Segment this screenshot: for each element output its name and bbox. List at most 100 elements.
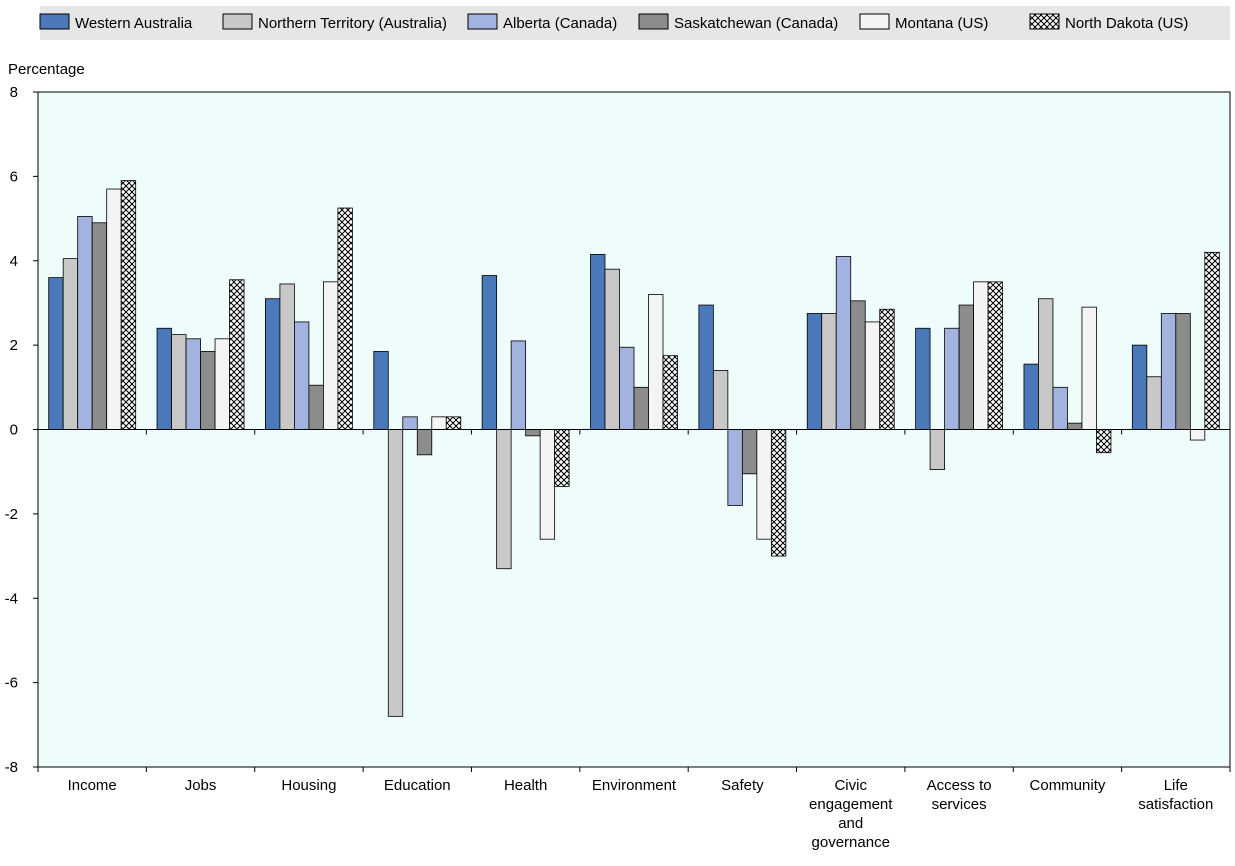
category-label: Jobs: [185, 777, 217, 794]
bar: [648, 294, 664, 430]
bar: [496, 429, 512, 570]
bar: [1052, 386, 1068, 430]
bar: [1081, 306, 1097, 430]
legend-swatch: [638, 13, 669, 30]
bar: [279, 283, 295, 430]
bar: [481, 275, 498, 430]
bar: [308, 384, 324, 430]
category-label: Access to: [927, 777, 992, 794]
bar: [1067, 422, 1083, 430]
legend: Western Australia Northern Territory (Aus…: [39, 13, 1188, 32]
bar: [756, 429, 772, 540]
legend-swatch: [859, 13, 890, 30]
bar: [265, 298, 281, 430]
bar: [929, 429, 945, 470]
bar: [633, 386, 649, 430]
bar: [604, 268, 620, 430]
category-label: Safety: [721, 777, 764, 794]
bar: [1146, 376, 1162, 430]
y-tick-label: -6: [5, 675, 18, 692]
category-label: engagement: [809, 796, 893, 813]
bar: [554, 429, 570, 487]
bar: [431, 416, 447, 430]
bar: [373, 351, 389, 430]
bar: [1204, 251, 1220, 430]
bar: [387, 429, 404, 717]
y-tick-label: -2: [5, 506, 18, 523]
bar: [510, 340, 527, 430]
bar: [1096, 429, 1112, 454]
legend-label: Saskatchewan (Canada): [674, 15, 838, 32]
category-label: Life: [1164, 777, 1188, 794]
bar: [1038, 298, 1054, 430]
bar: [1160, 313, 1177, 430]
legend-swatch: [467, 13, 498, 30]
y-tick-label: 4: [10, 253, 18, 270]
category-label: Education: [384, 777, 451, 794]
bar: [214, 338, 230, 430]
bar: [402, 416, 418, 430]
y-tick-label: 2: [10, 337, 18, 354]
bar: [229, 279, 245, 430]
bar: [539, 429, 556, 540]
legend-swatch: [39, 13, 70, 30]
bar: [850, 300, 866, 430]
bar: [619, 346, 635, 430]
legend-label: North Dakota (US): [1065, 15, 1188, 32]
y-axis: 8 6 4 2 0 -2 -4 -6 -8: [5, 84, 38, 776]
bar: [806, 313, 823, 430]
y-tick-label: -4: [5, 590, 18, 607]
bar: [1131, 344, 1148, 430]
bar: [770, 429, 787, 557]
bars: [38, 180, 1230, 717]
legend-swatch: [1029, 13, 1060, 30]
category-label: and: [838, 815, 863, 832]
legend-label: Northern Territory (Australia): [258, 15, 447, 32]
bar: [944, 327, 960, 430]
bar: [294, 321, 310, 430]
bar: [958, 304, 974, 430]
bar: [48, 277, 64, 430]
legend-label: Western Australia: [75, 15, 193, 32]
category-label: Community: [1030, 777, 1106, 794]
bar: [698, 304, 714, 430]
bar: [1175, 313, 1191, 430]
y-tick-label: 0: [10, 422, 18, 439]
bar: [987, 281, 1003, 430]
bar: [91, 222, 108, 430]
bar: [156, 327, 172, 430]
bar: [821, 313, 837, 430]
bar: [741, 429, 758, 475]
bar: [973, 281, 989, 430]
y-axis-label: Percentage: [8, 61, 85, 78]
bar: [864, 321, 881, 430]
category-label: Income: [68, 777, 117, 794]
bar: [727, 429, 743, 506]
bar: [337, 207, 353, 430]
category-label: Civic: [834, 777, 867, 794]
legend-label: Montana (US): [895, 15, 988, 32]
bar: [590, 254, 606, 430]
y-tick-label: 6: [10, 168, 18, 185]
category-label: governance: [812, 834, 890, 851]
category-label: Housing: [281, 777, 336, 794]
bar: [525, 429, 541, 437]
y-tick-label: 8: [10, 84, 18, 101]
bar: [106, 188, 122, 430]
bar: [200, 351, 216, 430]
x-axis: [37, 429, 1231, 772]
category-label: Environment: [592, 777, 677, 794]
category-labels: Income Jobs Housing Education Health Environm…: [68, 777, 1214, 851]
bar: [879, 308, 895, 430]
bar: [62, 258, 79, 430]
category-label: Health: [504, 777, 547, 794]
bar: [185, 338, 201, 430]
category-label: services: [932, 796, 987, 813]
bar: [120, 180, 137, 430]
bar: [835, 256, 852, 430]
bar: [171, 334, 187, 430]
bar: [712, 370, 729, 430]
bar: [915, 327, 931, 430]
bar: [445, 416, 462, 430]
